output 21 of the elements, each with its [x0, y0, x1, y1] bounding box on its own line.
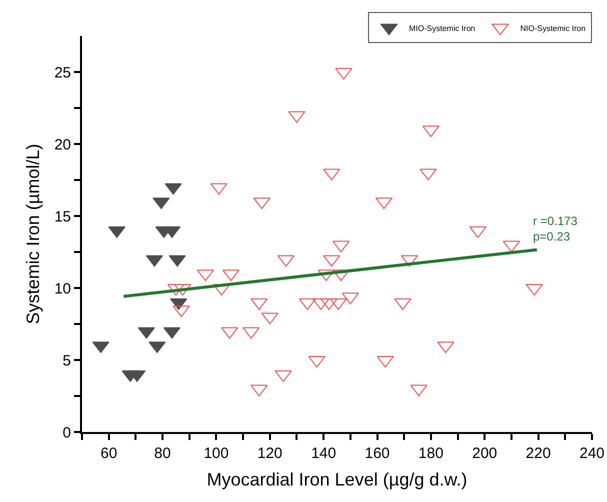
x-tick-label: 240: [579, 445, 605, 462]
legend-label: NIO-Systemic Iron: [520, 24, 586, 33]
x-tick-label: 180: [418, 445, 444, 462]
y-tick-label: 25: [54, 64, 71, 82]
annotation: r =0.173 p=0.23: [533, 214, 578, 244]
x-tick-label: 80: [154, 445, 171, 462]
x-tick-label: 160: [364, 445, 390, 462]
x-tick-label: 120: [257, 445, 282, 462]
y-tick-label: 15: [54, 208, 71, 226]
x-tick-label: 100: [204, 445, 229, 462]
y-axis-title: Systemic Iron (µmol/L): [23, 144, 44, 324]
y-tick-label: 10: [54, 280, 71, 298]
x-tick-label: 220: [526, 445, 551, 462]
legend-label: MIO-Systemic Iron: [409, 24, 476, 33]
y-tick-label: 0: [62, 424, 71, 442]
x-tick-label: 200: [472, 445, 498, 462]
x-tick-label: 140: [311, 445, 336, 462]
y-tick-label: 5: [62, 352, 71, 370]
x-tick-label: 60: [100, 445, 118, 462]
x-axis-title: Myocardial Iron Level (µg/g d.w.): [206, 470, 468, 490]
y-tick-label: 20: [54, 136, 71, 154]
